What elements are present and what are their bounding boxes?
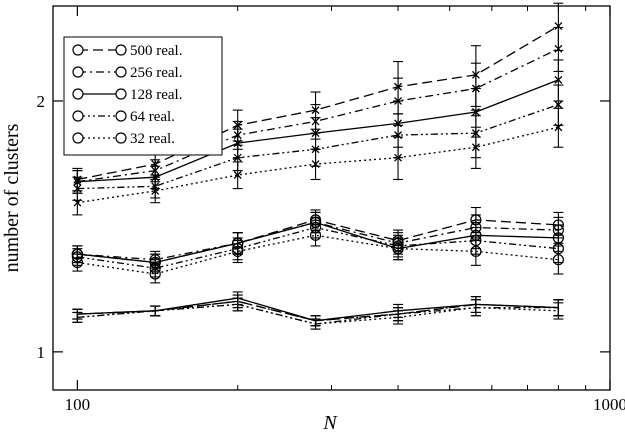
data-point [393,136,404,181]
x-marker [73,198,82,207]
data-point [150,305,161,317]
data-point [393,310,404,325]
legend-marker-right [115,66,127,78]
legend-marker-right [115,88,127,100]
legend-marker-left [72,44,84,56]
x-axis-label: N [322,412,338,434]
circle-marker [470,245,482,257]
legend-label: 64 real. [130,109,175,125]
data-point [470,126,481,169]
legend-label: 500 real. [130,43,182,59]
x-marker [233,153,242,162]
legend-entry: 32 real. [72,131,175,147]
data-point [232,297,243,312]
circle-marker [392,243,404,255]
legend-label: 128 real. [130,87,182,103]
data-point [310,318,321,330]
x-tick-label: 1000 [593,395,625,414]
circle-marker [232,245,244,257]
legend-label: 256 real. [130,65,182,81]
x-marker [554,22,563,30]
data-point [72,311,83,323]
legend-marker-right [115,110,127,122]
x-marker [151,186,160,195]
data-point [71,253,83,272]
axis-ticks: 100 1000 1 2 [37,6,625,414]
x-marker [554,75,563,84]
y-tick-label: 2 [37,92,46,111]
x-marker [311,160,320,169]
data-point [553,107,564,148]
y-axis-label: number of clusters [1,123,23,272]
circle-marker [309,229,322,241]
data-point [232,161,243,190]
legend-box [63,36,223,156]
data-point [392,237,404,261]
legend-entry: 64 real. [72,109,175,125]
legend-marker-left [72,110,84,122]
x-marker [233,171,242,179]
legend-marker-right [115,44,127,56]
legend-entry: 128 real. [72,87,182,103]
x-marker [554,123,563,132]
circle-marker [71,256,83,269]
data-point [150,178,161,204]
legend-marker-left [72,88,84,100]
data-point [470,299,481,317]
x-tick-label: 100 [65,395,91,414]
legend-marker-left [72,132,84,144]
legend-marker-right [115,132,127,144]
legend-label: 32 real. [130,131,175,147]
legend-marker-left [72,66,84,78]
data-point [310,148,321,181]
y-tick-label: 1 [37,343,46,362]
data-point [470,237,482,266]
series-line-bar-solid [77,297,559,322]
legend: 500 real. 256 real. 128 real. 64 real. 32 re… [63,36,223,156]
data-point [149,264,161,284]
data-point [232,240,244,264]
x-marker [554,100,563,109]
data-point [72,190,83,216]
x-marker [554,44,563,53]
data-point [553,302,564,320]
circle-marker [149,268,161,280]
x-marker [394,153,403,162]
circle-marker [552,254,564,266]
data-point [552,245,564,275]
series-layer [71,2,564,330]
legend-entry: 256 real. [72,65,182,81]
x-marker [471,143,480,152]
legend-entry: 500 real. [72,43,182,59]
data-point [309,224,322,247]
